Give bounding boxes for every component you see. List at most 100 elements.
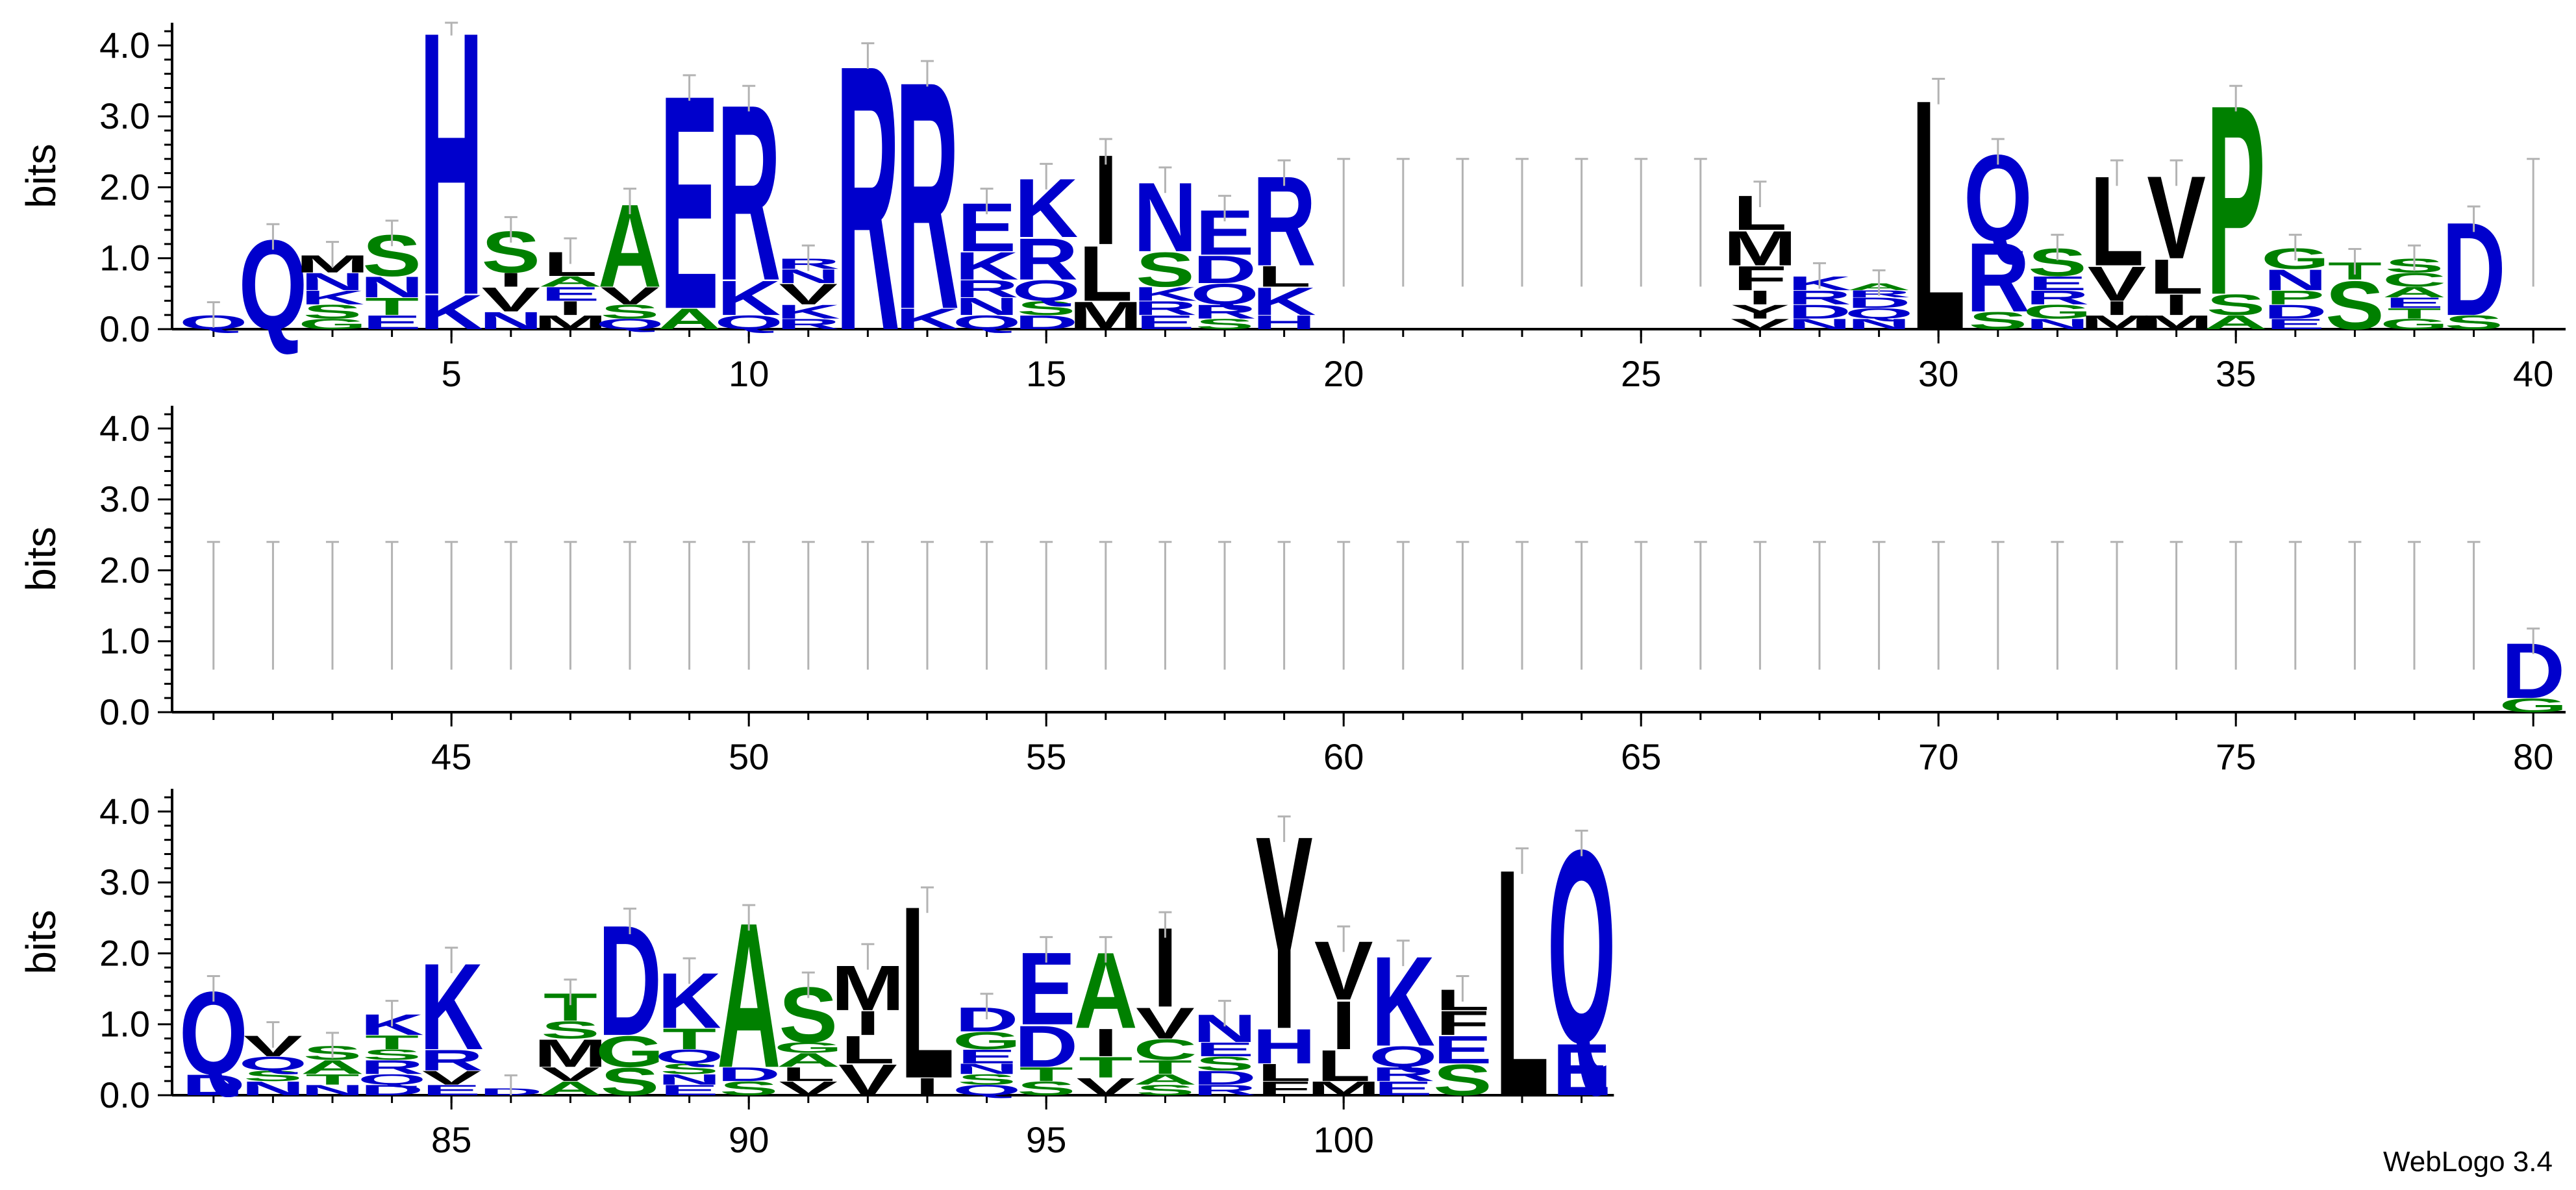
logo-letter: L bbox=[1257, 1059, 1311, 1086]
y-tick-label: 0.0 bbox=[99, 1074, 150, 1115]
logo-column-77 bbox=[2348, 541, 2362, 670]
logo-letter: K bbox=[895, 303, 959, 336]
logo-letter: Q bbox=[358, 1071, 427, 1087]
logo-letter: N bbox=[360, 271, 424, 304]
logo-letter: L bbox=[2149, 249, 2203, 304]
logo-letter: N bbox=[479, 307, 543, 334]
logo-letter: D bbox=[1193, 248, 1257, 291]
logo-column-24 bbox=[1575, 158, 1588, 287]
y-tick-label: 1.0 bbox=[99, 1004, 150, 1045]
logo-letter: T bbox=[365, 1032, 419, 1054]
logo-letter: S bbox=[719, 1078, 779, 1100]
logo-letter: E bbox=[541, 283, 600, 305]
logo-column-59 bbox=[1277, 541, 1291, 670]
logo-letter: M bbox=[1723, 221, 1797, 276]
logo-letter: D bbox=[1847, 295, 1911, 311]
logo-column-56 bbox=[1099, 541, 1112, 670]
logo-letter: D bbox=[1193, 1067, 1257, 1089]
logo-column-69 bbox=[1872, 541, 1886, 670]
y-tick-label: 2.0 bbox=[99, 166, 150, 207]
logo-letter: T bbox=[305, 1071, 359, 1087]
logo-column-62 bbox=[1456, 541, 1469, 670]
logo-letter: M bbox=[534, 312, 607, 334]
logo-column-53 bbox=[921, 541, 934, 670]
logo-letter: S bbox=[2444, 312, 2503, 334]
logo-letter: R bbox=[1133, 297, 1197, 319]
logo-column-47 bbox=[564, 541, 577, 670]
logo-letter: H bbox=[419, 0, 483, 374]
logo-column-67 bbox=[1753, 541, 1767, 670]
logo-letter: Q bbox=[1845, 305, 1914, 321]
logo-column-74 bbox=[2170, 541, 2183, 670]
logo-column-12: R bbox=[836, 0, 899, 410]
logo-letter: S bbox=[1195, 316, 1255, 332]
logo-column-46 bbox=[504, 541, 518, 670]
x-tick-label: 45 bbox=[431, 736, 471, 777]
logo-column-16: MLI bbox=[1069, 129, 1142, 338]
logo-column-13: KR bbox=[895, 14, 959, 377]
logo-column-20 bbox=[1337, 158, 1351, 287]
x-tick-label: 25 bbox=[1621, 353, 1661, 394]
logo-column-25 bbox=[1634, 158, 1648, 287]
logo-letter: M bbox=[1307, 1078, 1381, 1100]
x-tick-label: 70 bbox=[1918, 736, 1958, 777]
logo-letter: S bbox=[303, 301, 362, 323]
logo-letter: M bbox=[2080, 312, 2153, 334]
logo-letter: I bbox=[1748, 286, 1773, 308]
logo-letter: V bbox=[601, 282, 660, 310]
logo-letter: V bbox=[1731, 316, 1790, 332]
logo-letter: E bbox=[2385, 295, 2444, 311]
logo-letter: Q bbox=[953, 1082, 1021, 1098]
logo-letter: Q bbox=[239, 1052, 308, 1074]
logo-column-60 bbox=[1337, 541, 1351, 670]
x-tick-label: 30 bbox=[1918, 353, 1958, 394]
weblogo-credit: WebLogo 3.4 bbox=[2383, 1146, 2553, 1178]
y-tick-label: 3.0 bbox=[99, 862, 150, 902]
logo-column-73 bbox=[2110, 541, 2123, 670]
y-tick-label: 4.0 bbox=[99, 25, 150, 66]
logo-letter: S bbox=[660, 1061, 719, 1077]
logo-letter: H bbox=[1253, 1019, 1316, 1074]
logo-letter: K bbox=[955, 244, 1019, 288]
logo-letter: V bbox=[2088, 256, 2147, 312]
x-tick-label: 90 bbox=[729, 1119, 769, 1160]
logo-letter: V bbox=[481, 280, 540, 319]
logo-letter: I bbox=[558, 297, 583, 319]
logo-letter: N bbox=[955, 293, 1019, 320]
logo-column-104: EQ bbox=[1547, 792, 1616, 1111]
logo-column-2: Q bbox=[239, 214, 308, 356]
logo-letter: E bbox=[957, 1045, 1016, 1067]
y-tick-label: 1.0 bbox=[99, 621, 150, 662]
logo-letter: S bbox=[1017, 297, 1076, 319]
logo-letter: D bbox=[1788, 301, 1851, 323]
logo-letter: S bbox=[1968, 307, 2027, 334]
x-tick-label: 20 bbox=[1323, 353, 1364, 394]
logo-letter: Q bbox=[595, 316, 664, 332]
logo-letter: D bbox=[1014, 1013, 1078, 1080]
logo-column-22 bbox=[1456, 158, 1469, 287]
logo-letter: K bbox=[301, 286, 364, 308]
logo-letter: K bbox=[1253, 280, 1316, 323]
logo-letter: L bbox=[1079, 230, 1132, 318]
logo-letter: S bbox=[2207, 288, 2266, 321]
logo-letter: N bbox=[301, 268, 364, 295]
logo-letter: E bbox=[1373, 1078, 1432, 1100]
x-tick-label: 35 bbox=[2216, 353, 2256, 394]
logo-letter: A bbox=[538, 273, 602, 290]
logo-column-51 bbox=[801, 541, 815, 670]
x-tick-label: 15 bbox=[1026, 353, 1066, 394]
y-tick-label: 0.0 bbox=[99, 691, 150, 732]
